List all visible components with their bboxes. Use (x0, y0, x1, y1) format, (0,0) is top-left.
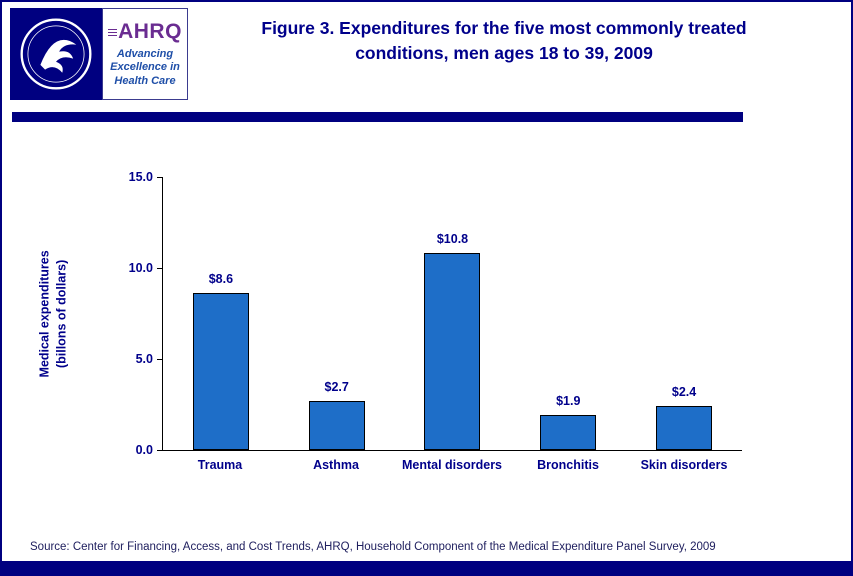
x-axis-label: Mental disorders (401, 458, 503, 472)
bar-value-label: $1.9 (556, 394, 581, 409)
ahrq-tagline-line2: Excellence in (110, 61, 180, 74)
hhs-seal-icon (20, 18, 92, 90)
y-axis-title-text: Medical expenditures (billons of dollars… (37, 250, 71, 377)
bar-value-label: $8.6 (208, 272, 234, 287)
x-axis-label: Bronchitis (537, 458, 599, 472)
bar-skin-disorders (656, 406, 713, 450)
hhs-logo (10, 8, 102, 100)
bar-value-label: $2.7 (324, 379, 349, 394)
bar-slot: $8.6 (163, 177, 279, 450)
bar-slot: $1.9 (510, 177, 626, 450)
ahrq-name: AHRQ (118, 20, 182, 44)
y-tick: 10.0 (99, 261, 163, 275)
bar-slot: $2.4 (626, 177, 742, 450)
y-axis-title-line2: (billons of dollars) (55, 259, 69, 369)
y-tick-label: 5.0 (135, 352, 153, 366)
bars-container: $8.6 $2.7 $10.8 $1.9 $2.4 (163, 177, 742, 450)
y-tick-mark (157, 358, 163, 360)
bar-value-label: $2.4 (671, 385, 697, 400)
y-tick-label: 10.0 (128, 261, 153, 275)
ahrq-tagline: Advancing Excellence in Health Care (110, 48, 180, 88)
source-text: Source: Center for Financing, Access, an… (30, 541, 716, 553)
x-axis-label: Skin disorders (640, 458, 728, 472)
figure-title: Figure 3. Expenditures for the five most… (202, 16, 806, 67)
ahrq-logo: AHRQ Advancing Excellence in Health Care (102, 8, 188, 100)
ahrq-wordmark: AHRQ (108, 20, 182, 44)
bar-mental-disorders (424, 253, 481, 450)
x-axis-label: Trauma (197, 458, 243, 472)
x-axis-label: Asthma (313, 458, 359, 472)
y-tick-mark (157, 267, 163, 269)
bar-value-label: $10.8 (436, 232, 469, 247)
bar-trauma (192, 293, 249, 450)
y-tick-mark (157, 176, 163, 178)
y-tick-label: 15.0 (128, 170, 153, 184)
figure-title-line1: Figure 3. Expenditures for the five most… (261, 18, 747, 38)
x-axis-labels: Trauma Asthma Mental disorders Bronchitis Sk… (162, 458, 742, 472)
y-tick-mark (157, 449, 163, 451)
bar-asthma (308, 400, 365, 450)
y-tick: 15.0 (99, 170, 163, 184)
ahrq-tagline-line1: Advancing (116, 48, 174, 61)
y-axis-title-line1: Medical expenditures (38, 250, 53, 378)
bar-slot: $10.8 (395, 177, 511, 450)
y-tick: 5.0 (99, 352, 163, 366)
figure-title-line2: conditions, men ages 18 to 39, 2009 (355, 43, 653, 64)
ahrq-speedlines-icon (108, 26, 118, 38)
bottom-bar (2, 561, 851, 574)
header-divider-bar (12, 112, 743, 122)
chart-plot-area: $8.6 $2.7 $10.8 $1.9 $2.4 0.0 5.0 10.0 15.0 (129, 170, 742, 457)
y-tick: 0.0 (99, 443, 163, 457)
y-axis-title: Medical expenditures (billons of dollars… (30, 177, 78, 451)
bar-bronchitis (540, 415, 597, 450)
y-tick-label: 0.0 (135, 443, 153, 457)
bar-slot: $2.7 (279, 177, 395, 450)
ahrq-tagline-line3: Health Care (114, 74, 176, 87)
